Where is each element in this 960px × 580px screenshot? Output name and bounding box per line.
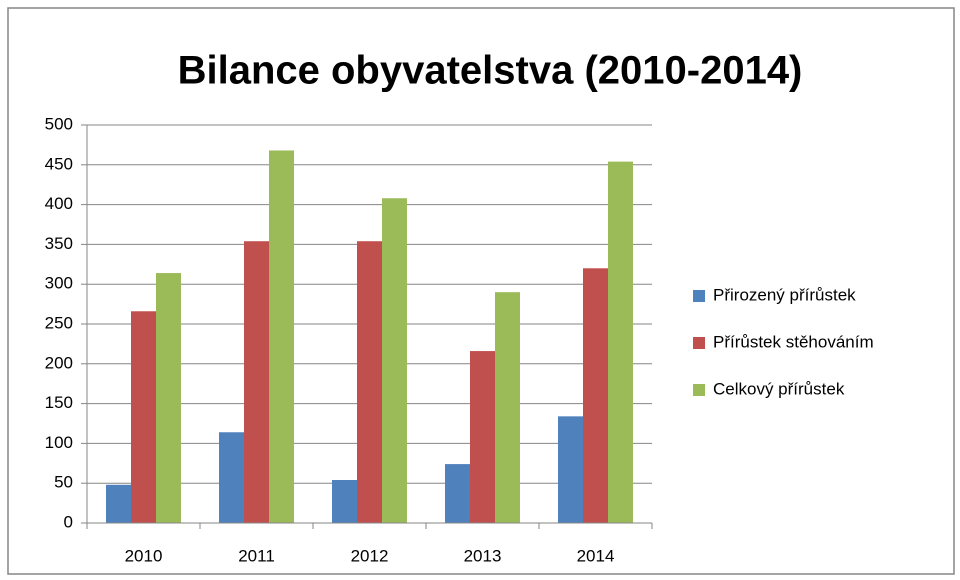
bar: [357, 241, 382, 523]
bar: [495, 292, 520, 523]
bar: [106, 484, 131, 523]
legend-swatch: [693, 290, 705, 302]
y-tick-label: 300: [45, 274, 73, 293]
y-tick-label: 250: [45, 313, 73, 332]
x-tick-label: 2014: [577, 546, 615, 565]
x-tick-label: 2011: [238, 546, 275, 565]
bar: [470, 351, 495, 523]
y-tick-label: 50: [54, 473, 73, 492]
y-tick-label: 450: [45, 154, 73, 173]
bar: [558, 416, 583, 523]
y-tick-label: 400: [45, 194, 73, 213]
bar: [583, 268, 608, 523]
bar: [244, 241, 269, 523]
legend-swatch: [693, 337, 705, 349]
chart-title: Bilance obyvatelstva (2010-2014): [178, 49, 803, 93]
x-tick-label: 2013: [464, 546, 502, 565]
bar: [219, 432, 244, 523]
bar: [269, 150, 294, 524]
legend-label: Celkový přírůstek: [713, 379, 845, 398]
bar: [332, 480, 357, 523]
bar: [445, 464, 470, 523]
x-tick-label: 2010: [125, 546, 163, 565]
y-tick-label: 150: [45, 393, 73, 412]
bar: [131, 311, 156, 523]
y-tick-label: 350: [45, 234, 73, 253]
bar: [156, 273, 181, 523]
y-tick-label: 0: [64, 512, 73, 531]
legend-label: Přírůstek stěhováním: [713, 332, 874, 351]
bar: [608, 161, 633, 523]
x-tick-label: 2012: [351, 546, 389, 565]
y-tick-label: 500: [45, 114, 73, 133]
legend-swatch: [693, 384, 705, 396]
bar: [382, 198, 407, 523]
y-tick-label: 200: [45, 353, 73, 372]
legend-label: Přirozený přírůstek: [713, 285, 856, 304]
y-tick-label: 100: [45, 433, 73, 452]
